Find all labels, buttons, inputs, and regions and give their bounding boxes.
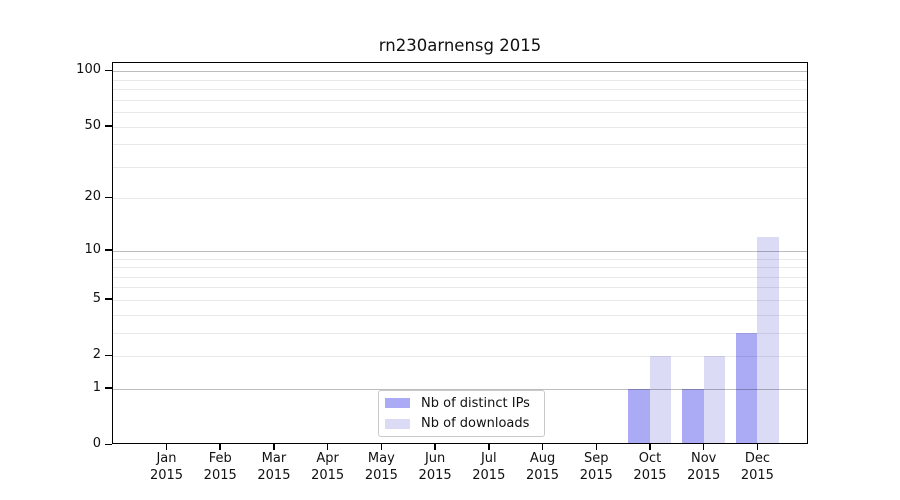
x-tick-label-jun: Jun 2015 xyxy=(403,451,467,484)
y-tick-label: 5 xyxy=(92,290,101,306)
y-tick-mark xyxy=(105,249,112,251)
gridline-y-20 xyxy=(113,198,807,200)
y-tick-mark xyxy=(105,354,112,357)
x-tick-mark xyxy=(756,444,759,450)
year-label: 2015 xyxy=(579,467,613,483)
y-tick-label: 50 xyxy=(84,117,101,133)
y-tick-label: 2 xyxy=(92,347,101,363)
legend-item: Nb of downloads xyxy=(385,416,538,433)
y-tick-mark xyxy=(105,443,112,445)
y-tick-label: 1 xyxy=(92,379,101,395)
year-label: 2015 xyxy=(633,467,667,483)
gridline-y-6 xyxy=(113,287,807,289)
month-label: Mar xyxy=(261,451,287,466)
year-label: 2015 xyxy=(257,467,291,483)
x-tick-mark xyxy=(273,444,275,450)
gridline-y-10 xyxy=(113,250,807,252)
year-label: 2015 xyxy=(149,467,184,483)
x-tick-label-sep: Sep 2015 xyxy=(564,451,628,484)
gridline-y-60 xyxy=(113,112,807,114)
x-tick-mark xyxy=(434,444,436,450)
x-tick-mark xyxy=(488,444,490,450)
bar-distinct-ips-oct xyxy=(628,388,650,443)
year-label: 2015 xyxy=(418,467,452,483)
gridline-y-3 xyxy=(113,332,807,334)
x-tick-mark xyxy=(165,444,168,450)
x-tick-label-oct: Oct 2015 xyxy=(618,451,682,484)
gridline-y-5 xyxy=(113,299,807,301)
gridline-y-8 xyxy=(113,267,807,269)
year-label: 2015 xyxy=(525,467,560,483)
month-label: Jul xyxy=(480,451,497,466)
gridline-y-100 xyxy=(113,71,807,73)
x-tick-mark xyxy=(595,444,597,450)
legend-swatch-distinct-ips xyxy=(385,398,410,409)
x-tick-label-mar: Mar 2015 xyxy=(242,451,306,484)
x-tick-label-dec: Dec 2015 xyxy=(725,451,789,484)
month-label: Nov xyxy=(691,451,717,466)
legend-label: Nb of distinct IPs xyxy=(421,395,530,411)
gridline-y-4 xyxy=(113,314,807,316)
plot-area xyxy=(112,62,808,444)
month-label: Jun xyxy=(424,451,446,466)
gridline-y-80 xyxy=(113,89,807,91)
x-tick-label-nov: Nov 2015 xyxy=(672,451,736,484)
gridline-y-7 xyxy=(113,276,807,278)
x-tick-mark xyxy=(380,444,383,450)
year-label: 2015 xyxy=(203,467,237,483)
month-label: Jan xyxy=(156,451,177,466)
y-tick-label: 0 xyxy=(92,436,101,451)
x-tick-label-apr: Apr 2015 xyxy=(296,451,360,484)
legend-swatch-downloads xyxy=(385,418,410,429)
legend-item: Nb of distinct IPs xyxy=(385,395,538,412)
gridline-y-9 xyxy=(113,258,807,260)
bar-downloads-nov xyxy=(703,356,726,443)
month-label: May xyxy=(367,451,395,466)
y-tick-mark xyxy=(105,69,112,72)
year-label: 2015 xyxy=(364,467,398,483)
x-tick-mark xyxy=(649,444,651,450)
month-label: Apr xyxy=(316,451,339,466)
year-label: 2015 xyxy=(687,467,721,483)
year-label: 2015 xyxy=(311,467,345,483)
bar-downloads-dec xyxy=(757,237,779,443)
month-label: Oct xyxy=(638,451,662,466)
x-tick-label-aug: Aug 2015 xyxy=(511,451,575,484)
bar-distinct-ips-nov xyxy=(682,388,704,443)
x-tick-label-feb: Feb 2015 xyxy=(188,451,252,484)
gridline-y-70 xyxy=(113,99,807,101)
bar-downloads-oct xyxy=(649,356,672,443)
x-tick-mark xyxy=(541,444,544,450)
gridline-y-40 xyxy=(113,144,807,146)
month-label: Sep xyxy=(583,451,609,466)
gridline-y-90 xyxy=(113,79,807,81)
gridline-y-1 xyxy=(113,388,807,390)
y-tick-mark xyxy=(105,387,112,389)
year-label: 2015 xyxy=(740,467,774,483)
month-label: Aug xyxy=(529,451,556,466)
y-tick-label: 20 xyxy=(84,189,101,205)
month-label: Feb xyxy=(208,451,232,466)
x-tick-mark xyxy=(219,444,221,450)
month-label: Dec xyxy=(744,451,770,466)
x-tick-mark xyxy=(702,444,705,450)
y-tick-mark xyxy=(105,298,112,300)
gridline-y-50 xyxy=(113,126,807,128)
gridline-y-2 xyxy=(113,356,807,358)
y-tick-mark xyxy=(105,125,112,127)
x-tick-label-jan: Jan 2015 xyxy=(135,451,199,484)
legend: Nb of distinct IPs Nb of downloads xyxy=(378,390,545,437)
x-tick-label-may: May 2015 xyxy=(349,451,413,484)
y-tick-label: 100 xyxy=(76,62,101,78)
year-label: 2015 xyxy=(472,467,506,483)
gridline-y-30 xyxy=(113,166,807,168)
y-tick-label: 10 xyxy=(84,241,101,257)
y-tick-mark xyxy=(105,196,112,199)
x-tick-mark xyxy=(326,444,329,450)
chart-title: rn230arnensg 2015 xyxy=(378,36,542,55)
legend-label: Nb of downloads xyxy=(421,416,530,432)
x-tick-label-jul: Jul 2015 xyxy=(457,451,521,484)
bar-distinct-ips-dec xyxy=(735,332,758,443)
